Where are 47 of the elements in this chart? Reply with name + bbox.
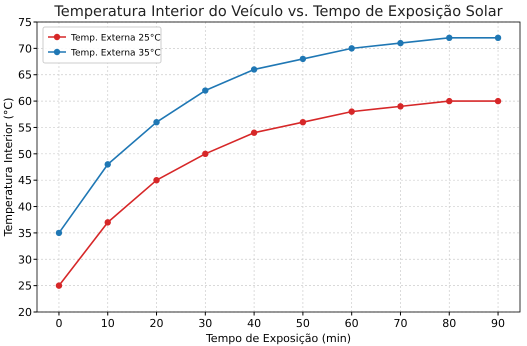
point <box>153 176 160 184</box>
x-tick-label: 30 <box>198 317 212 330</box>
point <box>446 98 452 104</box>
point <box>300 56 306 62</box>
point <box>348 45 355 52</box>
legend-label: Temp. Externa 35°C <box>70 48 161 58</box>
point <box>104 161 111 168</box>
y-tick-label: 70 <box>18 42 32 56</box>
y-tick-label: 50 <box>18 148 32 161</box>
point <box>56 230 62 236</box>
point <box>397 40 404 46</box>
y-tick-label: 20 <box>18 306 32 319</box>
y-tick-label: 65 <box>18 68 32 82</box>
x-tick-label: 60 <box>344 317 359 330</box>
point <box>446 34 452 42</box>
chart-title: Temperatura Interior do Veículo vs. Tempo de Exposição Solar <box>53 4 503 20</box>
y-tick-label: 45 <box>18 174 32 188</box>
y-tick-label: 75 <box>18 16 32 29</box>
x-tick-label: 70 <box>393 317 408 330</box>
point <box>56 282 62 289</box>
point <box>300 118 306 126</box>
point <box>397 103 404 110</box>
point <box>348 108 355 115</box>
y-tick-label: 35 <box>18 226 32 240</box>
y-tick-label: 40 <box>18 200 32 214</box>
x-axis-title: Tempo de Exposição (min) <box>204 332 352 345</box>
point <box>494 98 502 104</box>
x-tick-label: 10 <box>100 317 115 330</box>
point <box>153 118 160 126</box>
y-tick-label: 25 <box>18 280 32 293</box>
y-axis-title: Temperatura Interior (°C) <box>2 98 15 238</box>
y-tick-label: 30 <box>18 253 32 266</box>
point <box>494 34 502 42</box>
legend-label: Temp. Externa 25°C <box>70 34 161 44</box>
point <box>202 150 209 158</box>
x-tick-label: 20 <box>150 317 164 330</box>
point <box>104 219 111 226</box>
point <box>250 130 258 136</box>
y-tick-label: 60 <box>18 95 32 108</box>
x-tick-label: 80 <box>442 317 456 330</box>
x-tick-label: 50 <box>296 317 310 330</box>
x-tick-label: 40 <box>247 317 262 330</box>
point <box>250 66 258 73</box>
point <box>202 87 209 94</box>
x-tick-label: 90 <box>491 317 506 330</box>
y-tick-label: 55 <box>18 121 32 134</box>
x-tick-label: 0 <box>55 317 62 330</box>
